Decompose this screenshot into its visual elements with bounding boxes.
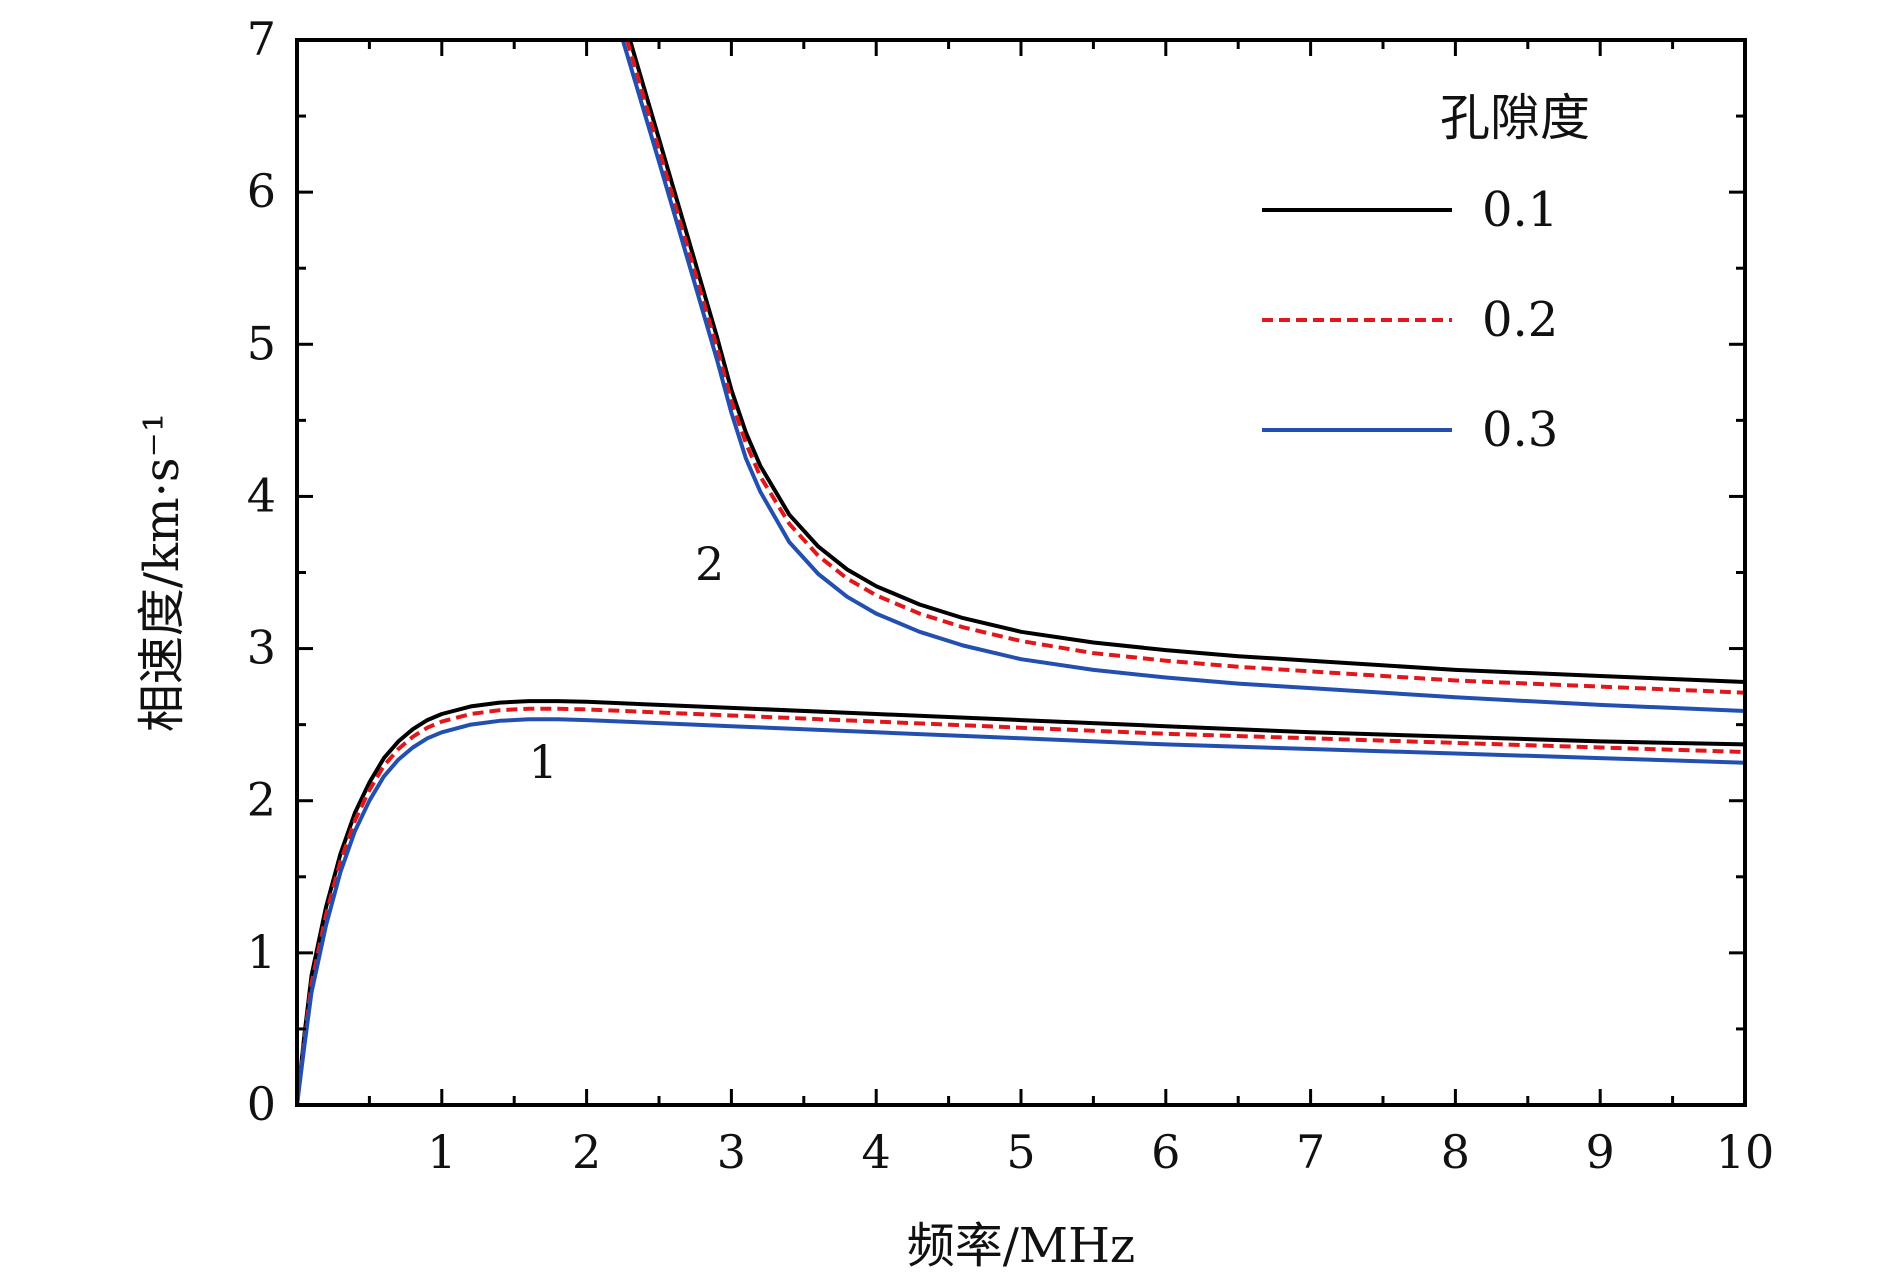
x-tick-label: 10 [1716,1125,1775,1179]
x-tick-label: 3 [717,1125,746,1179]
curves-layer [297,40,1745,1105]
x-tick-label: 5 [1006,1125,1035,1179]
x-tick-label: 9 [1586,1125,1615,1179]
curve-annotations: 12 [529,537,725,789]
series-0-3-mode1-line [297,717,1745,1105]
curve-label-2: 2 [695,537,724,591]
series-0-1-mode2-line [628,40,1745,684]
legend-label-0-1: 0.1 [1482,182,1558,238]
series-0-3-mode2-line [620,40,1745,713]
series-0-2-mode2-line [625,40,1745,695]
y-tick-label: 4 [247,468,276,522]
y-tick-label: 6 [247,164,276,218]
x-axis-label: 频率/MHz [907,1218,1135,1274]
x-tick-label: 4 [862,1125,891,1179]
y-tick-label: 0 [247,1077,276,1131]
series-0-2-mode1-line [297,706,1745,1105]
curve-label-1: 1 [529,735,558,789]
x-tick-label: 1 [427,1125,456,1179]
legend-label-0-3: 0.3 [1482,402,1558,458]
legend-title: 孔隙度 [1440,89,1590,147]
y-tick-label: 3 [247,621,276,675]
x-tick-label: 6 [1151,1125,1180,1179]
y-tick-label: 5 [247,316,276,370]
x-tick-label: 7 [1296,1125,1325,1179]
series-0-1-mode1-line [297,699,1745,1105]
x-tick-label: 8 [1441,1125,1470,1179]
y-tick-label: 1 [247,925,276,979]
x-tick-label: 2 [572,1125,601,1179]
y-tick-label: 2 [247,773,276,827]
y-axis-label: 相速度/km·s⁻¹ [134,413,190,732]
legend-label-0-2: 0.2 [1482,292,1558,348]
y-tick-label: 7 [247,12,276,66]
legend: 孔隙度 0.1 0.2 0.3 [1262,89,1590,458]
